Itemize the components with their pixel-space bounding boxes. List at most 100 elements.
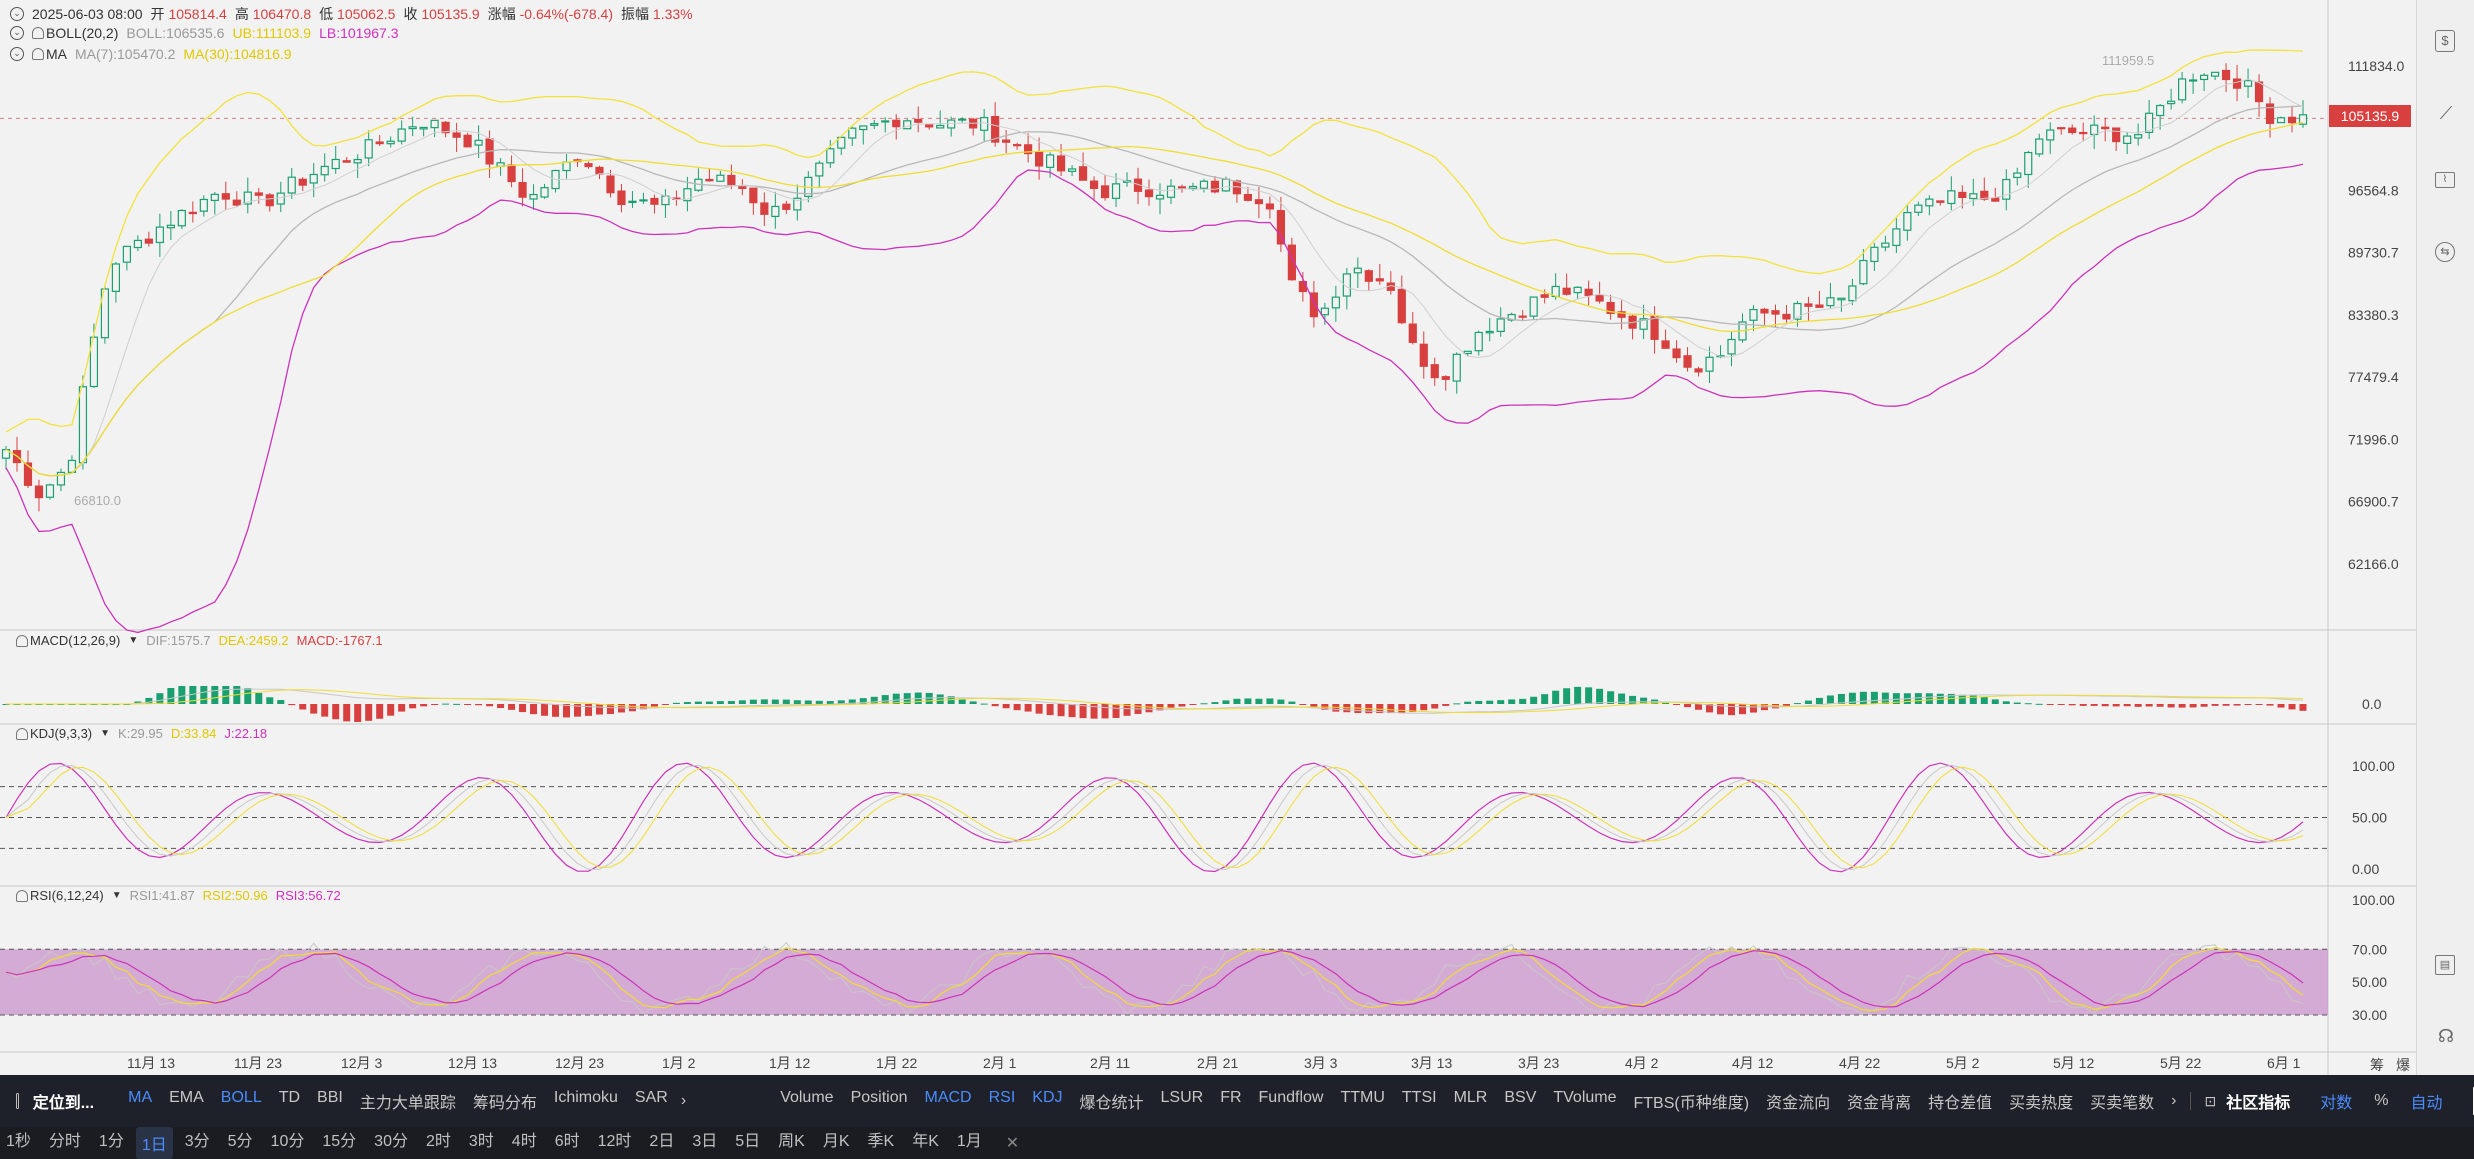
main-ind-item[interactable]: SAR <box>634 1089 668 1106</box>
sub-ind-item[interactable]: LSUR <box>1160 1089 1204 1106</box>
tf-list-item[interactable]: 4时 <box>511 1133 537 1150</box>
community-indicators-button[interactable]: 社区指标 <box>2226 1095 2291 1112</box>
tf-list-item[interactable]: 2时 <box>425 1133 451 1150</box>
sub-ind-item[interactable]: RSI <box>988 1089 1016 1106</box>
bell-icon[interactable] <box>16 634 28 647</box>
compare-icon[interactable]: ⇆ <box>2435 242 2455 262</box>
candle-up <box>1166 185 1176 198</box>
main-ind-item[interactable]: 筹码分布 <box>472 1095 537 1112</box>
sub-ind-item[interactable]: KDJ <box>1032 1089 1063 1106</box>
robot-assistant-icon[interactable] <box>2472 1087 2474 1115</box>
sub-ind-item[interactable]: BSV <box>1504 1089 1537 1106</box>
sub-ind-item[interactable]: MLR <box>1453 1089 1488 1106</box>
chevron-down-icon[interactable]: ⌄ <box>10 47 24 61</box>
main-ind-item[interactable]: EMA <box>169 1089 204 1106</box>
tf-list-item[interactable]: 10分 <box>270 1133 305 1150</box>
sub-ind-item[interactable]: FTBS(币种维度) <box>1633 1095 1750 1112</box>
bell-icon[interactable] <box>16 727 28 740</box>
macd-histogram-bar <box>1530 696 1538 704</box>
sub-ind-item[interactable]: TVolume <box>1553 1089 1617 1106</box>
tf-list-item[interactable]: 3日 <box>692 1133 718 1150</box>
chevron-right-icon[interactable]: › <box>2171 1092 2177 1109</box>
locate-button[interactable]: 定位到... <box>32 1095 95 1112</box>
macd-histogram-bar <box>1255 698 1263 704</box>
candle-up <box>793 197 802 211</box>
main-ind-item[interactable]: BBI <box>317 1089 343 1106</box>
high-annotation: 111959.5 <box>2102 53 2155 68</box>
amp-value: 1.33% <box>652 6 693 22</box>
macd-histogram-bar <box>442 703 450 705</box>
tf-list-item[interactable]: 15分 <box>322 1133 357 1150</box>
log-scale-toggle[interactable]: 对数 <box>2320 1095 2353 1112</box>
tf-list-item[interactable]: 6时 <box>554 1133 580 1150</box>
macd-histogram-bar <box>211 686 219 704</box>
indicator-panel-icon[interactable]: ⌇ <box>2435 172 2455 188</box>
sub-ind-item[interactable]: 资金流向 <box>1766 1095 1831 1112</box>
macd-histogram-bar <box>870 696 878 704</box>
tf-list-item[interactable]: 1日 <box>135 1127 173 1159</box>
macd-histogram-bar <box>2244 704 2252 705</box>
tf-list-item[interactable]: 12时 <box>597 1133 632 1150</box>
tf-list-item[interactable]: 周K <box>778 1133 805 1150</box>
tf-list-item[interactable]: 1月 <box>956 1133 982 1150</box>
tf-list-item[interactable]: 3时 <box>468 1133 494 1150</box>
tf-list-item[interactable]: 3分 <box>184 1133 210 1150</box>
tf-list-item[interactable]: 5日 <box>735 1133 761 1150</box>
close-icon[interactable]: ✕ <box>1005 1135 1020 1152</box>
candle-down <box>1683 355 1692 368</box>
macd-histogram-bar <box>672 702 680 704</box>
sub-ind-item[interactable]: 买卖笔数 <box>2090 1095 2155 1112</box>
layout-icon[interactable]: ▤ <box>2435 955 2455 975</box>
chevron-down-icon[interactable]: ⌄ <box>10 26 24 40</box>
macd-histogram-bar <box>1541 694 1549 704</box>
tf-list-item[interactable]: 季K <box>867 1133 895 1150</box>
percent-scale-toggle[interactable]: % <box>2374 1092 2389 1109</box>
main-ind-item[interactable]: 主力大单跟踪 <box>359 1095 456 1112</box>
locate-icon[interactable] <box>16 1093 19 1109</box>
main-ind-item[interactable]: TD <box>278 1089 301 1106</box>
main-ind-item[interactable]: MA <box>128 1089 153 1106</box>
candle-up <box>1947 190 1956 205</box>
tf-list-item[interactable]: 年K <box>912 1133 939 1150</box>
tf-list-item[interactable]: 5分 <box>227 1133 253 1150</box>
tf-list-item[interactable]: 月K <box>822 1133 850 1150</box>
headset-icon[interactable]: ☊ <box>2438 1026 2454 1046</box>
tf-list-item[interactable]: 30分 <box>374 1133 408 1150</box>
tf-list-item[interactable]: 分时 <box>48 1133 81 1150</box>
chevron-down-icon[interactable]: ⌄ <box>10 7 24 21</box>
kdj-axis-label: 50.00 <box>2352 810 2387 826</box>
macd-histogram-bar <box>1695 704 1703 710</box>
trend-line-icon[interactable]: ⟋ <box>2439 103 2453 123</box>
candle-up <box>870 123 879 126</box>
sub-ind-item[interactable]: 买卖热度 <box>2009 1095 2074 1112</box>
chevron-down-icon[interactable]: ▼ <box>111 890 122 901</box>
main-ind-item[interactable]: Ichimoku <box>553 1089 618 1106</box>
sub-ind-item[interactable]: MACD <box>924 1089 972 1106</box>
chevron-down-icon[interactable]: ▼ <box>128 635 139 646</box>
sub-ind-item[interactable]: 持仓差值 <box>1928 1095 1993 1112</box>
bell-icon[interactable] <box>32 27 44 39</box>
sub-ind-item[interactable]: Position <box>850 1089 908 1106</box>
sub-ind-item[interactable]: FR <box>1220 1089 1242 1106</box>
sub-ind-item[interactable]: Fundflow <box>1258 1089 1324 1106</box>
sub-ind-item[interactable]: 资金背离 <box>1847 1095 1912 1112</box>
sub-ind-item[interactable]: TTSI <box>1401 1089 1437 1106</box>
sub-ind-item[interactable]: Volume <box>780 1089 834 1106</box>
chevron-down-icon[interactable]: ▼ <box>100 728 111 739</box>
sub-ind-item[interactable]: 爆仓统计 <box>1079 1095 1144 1112</box>
chart-canvas[interactable]: 111834.0 96564.8 89730.7 83380.3 77479.4 7199… <box>0 0 2416 1075</box>
chevron-right-icon[interactable]: › <box>680 1092 687 1109</box>
bell-icon[interactable] <box>32 48 44 60</box>
tf-list-item[interactable]: 2日 <box>649 1133 675 1150</box>
macd-histogram-bar <box>1837 693 1845 704</box>
tf-list-item[interactable]: 1分 <box>98 1133 124 1150</box>
tf-list-item[interactable]: 1秒 <box>6 1133 31 1150</box>
boll-ub: UB:111103.9 <box>232 25 312 41</box>
bell-icon[interactable] <box>16 889 28 902</box>
sub-ind-item[interactable]: TTMU <box>1340 1089 1385 1106</box>
macd-histogram-bar <box>2112 704 2120 707</box>
auto-scale-toggle[interactable]: 自动 <box>2410 1095 2443 1112</box>
dollar-icon[interactable]: $ <box>2435 30 2455 52</box>
main-ind-item[interactable]: BOLL <box>220 1089 262 1106</box>
community-icon[interactable]: ⊡ <box>2204 1092 2217 1109</box>
